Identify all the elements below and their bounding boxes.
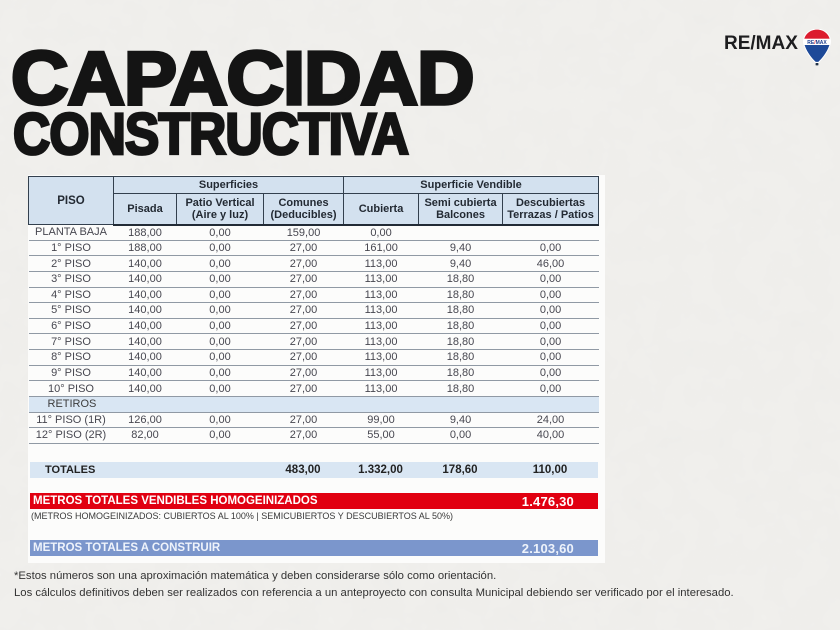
svg-text:RE/MAX: RE/MAX	[807, 40, 827, 46]
